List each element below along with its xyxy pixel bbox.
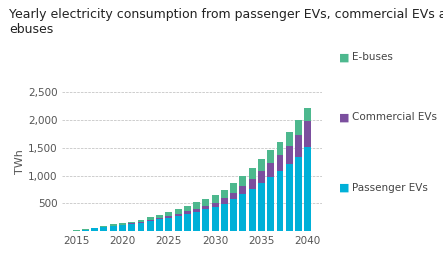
Bar (221, 198, 228, 204)
Bar (230, 193, 237, 199)
Bar (276, 155, 284, 171)
Bar (91, 228, 98, 231)
Bar (295, 120, 302, 135)
Y-axis label: TWh: TWh (15, 149, 25, 174)
Bar (193, 203, 200, 209)
Bar (212, 207, 218, 231)
Bar (202, 206, 210, 209)
Text: Commercial EVs: Commercial EVs (352, 112, 437, 122)
Bar (184, 214, 191, 231)
Bar (147, 220, 154, 221)
Bar (202, 209, 210, 231)
Bar (147, 217, 154, 220)
Bar (156, 215, 163, 218)
Bar (276, 171, 284, 231)
Bar (137, 220, 144, 222)
Bar (267, 150, 274, 163)
Bar (202, 199, 210, 206)
Bar (221, 190, 228, 198)
Text: E-buses: E-buses (352, 52, 393, 62)
Bar (193, 212, 200, 231)
Bar (119, 223, 126, 224)
Bar (193, 209, 200, 212)
Text: ■: ■ (339, 112, 350, 122)
Bar (82, 230, 89, 231)
Bar (101, 226, 108, 227)
Text: Passenger EVs: Passenger EVs (352, 183, 428, 193)
Bar (175, 214, 182, 216)
Bar (295, 135, 302, 157)
Bar (128, 223, 135, 224)
Bar (258, 183, 265, 231)
Bar (165, 212, 172, 216)
Bar (110, 224, 117, 226)
Bar (147, 221, 154, 231)
Bar (156, 218, 163, 220)
Text: ■: ■ (339, 183, 350, 193)
Bar (119, 224, 126, 225)
Bar (267, 177, 274, 231)
Bar (286, 146, 293, 164)
Bar (119, 225, 126, 231)
Text: Yearly electricity consumption from passenger EVs, commercial EVs and
ebuses: Yearly electricity consumption from pass… (9, 8, 443, 36)
Bar (258, 171, 265, 183)
Bar (101, 227, 108, 231)
Bar (304, 147, 311, 231)
Bar (240, 176, 246, 186)
Bar (276, 141, 284, 155)
Bar (165, 216, 172, 218)
Bar (230, 199, 237, 231)
Bar (184, 211, 191, 214)
Bar (221, 204, 228, 231)
Bar (137, 222, 144, 223)
Bar (304, 121, 311, 147)
Bar (249, 168, 256, 179)
Bar (73, 230, 80, 231)
Bar (212, 195, 218, 203)
Bar (240, 194, 246, 231)
Bar (137, 223, 144, 231)
Bar (258, 159, 265, 171)
Bar (128, 222, 135, 223)
Bar (128, 224, 135, 231)
Bar (156, 220, 163, 231)
Bar (82, 229, 89, 230)
Bar (240, 186, 246, 194)
Bar (295, 157, 302, 231)
Bar (304, 108, 311, 121)
Bar (212, 203, 218, 207)
Bar (175, 216, 182, 231)
Bar (286, 132, 293, 146)
Bar (110, 226, 117, 231)
Bar (175, 209, 182, 214)
Bar (286, 164, 293, 231)
Bar (267, 163, 274, 177)
Bar (165, 218, 172, 231)
Bar (249, 189, 256, 231)
Bar (184, 206, 191, 211)
Text: ■: ■ (339, 52, 350, 62)
Bar (230, 183, 237, 193)
Bar (249, 179, 256, 189)
